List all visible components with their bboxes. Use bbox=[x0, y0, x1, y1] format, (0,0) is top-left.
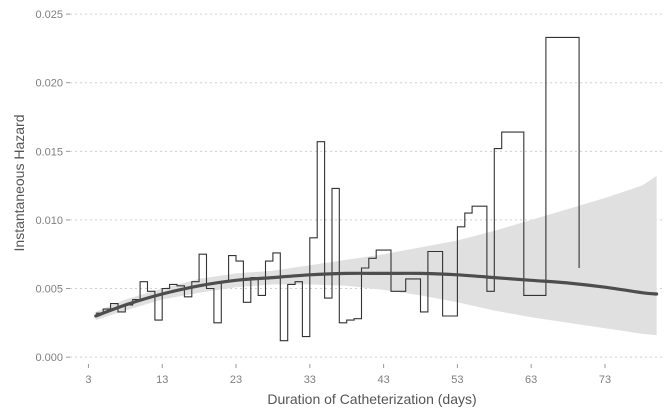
x-tick-label: 23 bbox=[230, 374, 242, 386]
x-tick-label: 33 bbox=[304, 374, 316, 386]
y-tick-label: 0.000 bbox=[35, 352, 63, 364]
y-tick-label: 0.015 bbox=[35, 146, 63, 158]
x-tick-label: 53 bbox=[451, 374, 463, 386]
y-axis-title: Instantaneous Hazard bbox=[11, 115, 27, 252]
y-tick-label: 0.005 bbox=[35, 284, 63, 296]
x-axis-title: Duration of Catheterization (days) bbox=[267, 391, 476, 407]
fitted-hazard-curve bbox=[94, 271, 659, 318]
y-axis-ticks: 0.000 0.005 0.010 0.015 0.020 0.025 bbox=[35, 9, 70, 364]
y-tick-label: 0.020 bbox=[35, 78, 63, 90]
x-tick-label: 73 bbox=[599, 374, 611, 386]
y-tick-label: 0.025 bbox=[35, 9, 63, 21]
smooth-series-layer bbox=[94, 271, 659, 318]
hazard-step-line bbox=[95, 36, 580, 342]
x-tick-label: 3 bbox=[85, 374, 91, 386]
x-axis-ticks: 3 13 23 33 43 53 63 73 bbox=[85, 364, 611, 386]
step-series-layer bbox=[95, 36, 580, 342]
x-tick-label: 63 bbox=[525, 374, 537, 386]
x-tick-label: 43 bbox=[377, 374, 389, 386]
y-tick-label: 0.010 bbox=[35, 215, 63, 227]
x-tick-label: 13 bbox=[156, 374, 168, 386]
